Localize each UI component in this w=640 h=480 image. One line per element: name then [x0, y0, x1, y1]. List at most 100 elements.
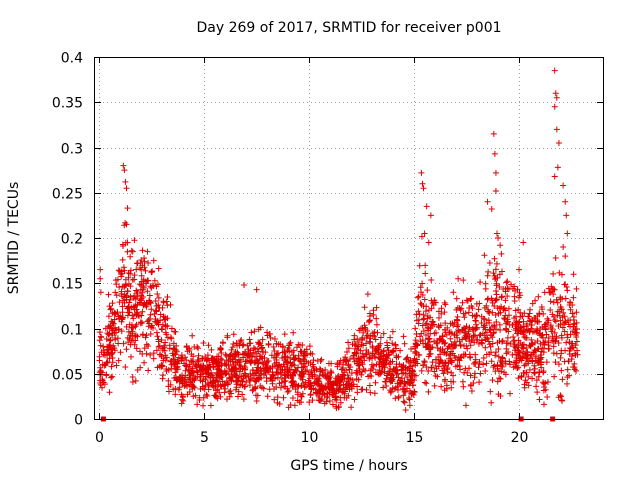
data-point — [193, 361, 200, 368]
data-point — [477, 279, 484, 286]
data-point — [252, 346, 259, 353]
data-point — [239, 366, 246, 373]
data-point — [377, 334, 384, 341]
data-point — [464, 369, 471, 376]
data-point — [439, 333, 446, 340]
data-point — [308, 368, 315, 375]
data-point — [425, 327, 432, 334]
data-point — [467, 354, 474, 361]
data-point — [214, 395, 221, 402]
data-point — [295, 352, 302, 359]
data-point — [493, 326, 500, 333]
data-point — [345, 375, 352, 382]
data-point — [475, 364, 482, 371]
data-point — [444, 345, 451, 352]
data-point — [387, 389, 394, 396]
data-point — [247, 340, 254, 347]
data-point — [298, 371, 305, 378]
data-point — [464, 297, 471, 304]
plot-frame — [94, 57, 604, 420]
data-point — [130, 324, 137, 331]
data-point — [387, 334, 394, 341]
data-point — [383, 382, 390, 389]
data-point — [270, 343, 277, 350]
data-point — [532, 297, 539, 304]
y-tick-label: 0.35 — [52, 96, 83, 112]
data-point — [441, 359, 448, 366]
data-point — [440, 370, 447, 377]
data-point — [186, 372, 193, 379]
data-point — [477, 370, 484, 377]
data-point — [199, 355, 206, 362]
data-point — [104, 349, 111, 356]
data-point — [203, 391, 210, 398]
data-point — [103, 336, 110, 343]
data-point — [441, 299, 448, 306]
data-point — [273, 368, 280, 375]
data-point — [547, 307, 554, 314]
data-point — [321, 400, 328, 407]
data-point — [372, 379, 379, 386]
data-point — [482, 344, 489, 351]
data-point — [515, 375, 522, 382]
data-point — [133, 311, 140, 318]
data-point — [422, 344, 429, 351]
data-point — [482, 368, 489, 375]
data-point — [133, 345, 140, 352]
data-point — [523, 323, 530, 330]
data-point — [437, 346, 444, 353]
data-point — [529, 375, 536, 382]
data-point — [505, 286, 512, 293]
data-point — [486, 319, 493, 326]
data-point — [541, 289, 548, 296]
data-point — [494, 378, 501, 385]
data-point — [302, 368, 309, 375]
data-point — [305, 381, 312, 388]
data-point — [486, 326, 493, 333]
data-point — [419, 180, 426, 187]
data-point — [490, 270, 497, 277]
data-point — [503, 279, 510, 286]
data-point — [523, 344, 530, 351]
data-point — [222, 361, 229, 368]
data-point — [462, 325, 469, 332]
data-point — [152, 297, 159, 304]
data-point — [249, 387, 256, 394]
data-point — [348, 404, 355, 411]
data-point — [351, 396, 358, 403]
data-point — [492, 274, 499, 281]
data-point — [306, 343, 313, 350]
data-point — [555, 322, 562, 329]
data-point — [199, 371, 206, 378]
data-point — [451, 352, 458, 359]
data-point — [419, 322, 426, 329]
data-point — [349, 377, 356, 384]
data-point — [480, 324, 487, 331]
data-point — [363, 386, 370, 393]
data-point — [127, 353, 134, 360]
data-point — [324, 390, 331, 397]
data-point — [559, 314, 566, 321]
data-point — [252, 378, 259, 385]
data-point — [526, 310, 533, 317]
data-point — [409, 367, 416, 374]
data-point — [573, 319, 580, 326]
y-tick-label: 0.1 — [61, 323, 83, 339]
data-point — [567, 299, 574, 306]
data-point — [328, 385, 335, 392]
data-point — [551, 67, 558, 74]
data-point — [420, 185, 427, 192]
data-point — [194, 369, 201, 376]
data-point — [144, 288, 151, 295]
data-point — [380, 384, 387, 391]
data-point — [128, 247, 135, 254]
data-point — [214, 378, 221, 385]
data-point — [516, 318, 523, 325]
data-point — [333, 405, 340, 412]
data-point — [329, 391, 336, 398]
data-point — [115, 357, 122, 364]
data-point — [121, 167, 128, 174]
data-point — [541, 341, 548, 348]
data-point — [235, 388, 242, 395]
data-point — [310, 357, 317, 364]
